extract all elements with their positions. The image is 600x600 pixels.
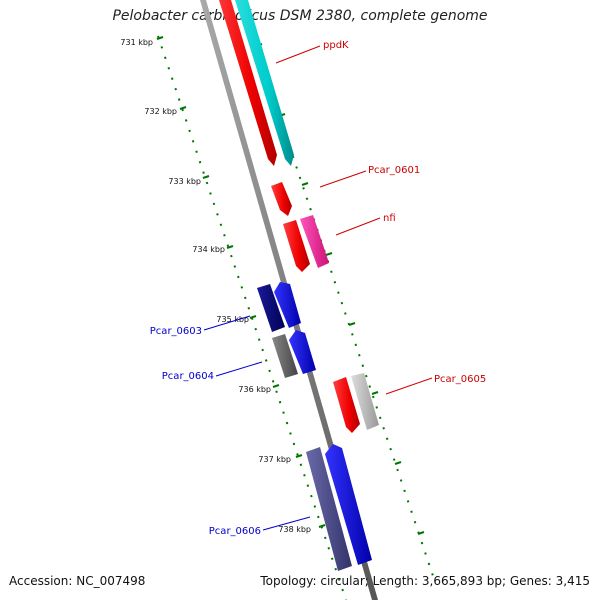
gene-arrow-pcar0606-slate[interactable]	[306, 447, 352, 571]
tick-label-733: 733 kbp	[168, 177, 201, 186]
connector-pcar0603	[203, 315, 251, 331]
tick-label-735: 735 kbp	[216, 315, 249, 324]
gene-arrow-pcar0605-red[interactable]	[333, 377, 360, 433]
tick-label-732: 732 kbp	[144, 107, 177, 116]
connector-ppdK	[275, 45, 321, 64]
connector-pcar0605	[385, 377, 433, 395]
gene-arrow-pcar0603-blue[interactable]	[274, 282, 301, 328]
gene-arrow-pcar0601[interactable]	[271, 182, 292, 216]
connector-pcar0604	[215, 361, 263, 377]
tick-label-738: 738 kbp	[278, 525, 311, 534]
gene-arrow-pcar0604-gray[interactable]	[272, 334, 298, 378]
gene-label-pcar0603[interactable]: Pcar_0603	[150, 326, 202, 337]
gene-arrow-pcar0604-blue[interactable]	[289, 330, 316, 374]
accession-text: Accession: NC_007498	[9, 574, 146, 588]
gene-label-ppdK[interactable]: ppdK	[323, 40, 349, 51]
tick-label-737: 737 kbp	[258, 455, 291, 464]
gene-arrow-red-nfi-left[interactable]	[283, 220, 310, 272]
connector-nfi	[335, 217, 381, 236]
gene-label-pcar0605[interactable]: Pcar_0605	[434, 374, 486, 385]
gene-arrow-ppdK[interactable]	[213, 0, 277, 166]
gene-arrow-nfi[interactable]	[300, 215, 329, 268]
connector-pcar0606	[262, 516, 311, 531]
tick-label-731: 731 kbp	[120, 38, 153, 47]
tick-label-734: 734 kbp	[192, 245, 225, 254]
connector-pcar0601	[319, 170, 367, 188]
tick-label-736: 736 kbp	[238, 385, 271, 394]
gene-arrow-pcar0606-blue[interactable]	[325, 444, 372, 565]
gene-arrow-pcar0605[interactable]	[351, 373, 379, 430]
gene-arrow-ppdK-cyan[interactable]	[230, 0, 294, 166]
gene-label-pcar0604[interactable]: Pcar_0604	[162, 371, 214, 382]
gene-label-pcar0606[interactable]: Pcar_0606	[209, 526, 261, 537]
genome-stats-text: Topology: circular; Length: 3,665,893 bp…	[260, 574, 590, 588]
gene-label-pcar0601[interactable]: Pcar_0601	[368, 165, 420, 176]
gene-label-nfi[interactable]: nfi	[383, 213, 396, 224]
gene-arrow-pcar0603-navy[interactable]	[257, 284, 285, 332]
